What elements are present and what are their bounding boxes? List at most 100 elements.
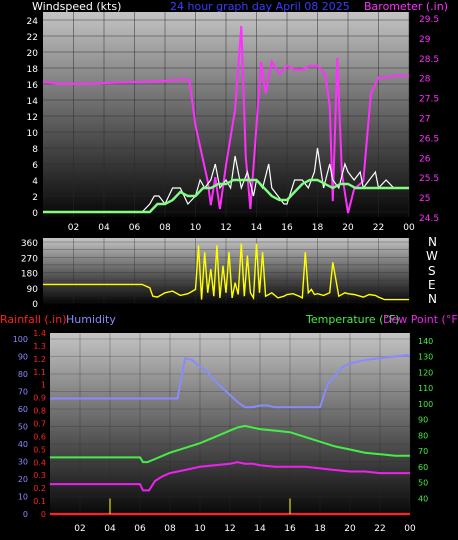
humidity-tick-label: 70 — [18, 388, 28, 397]
humidity-axis-label: Humidity — [66, 313, 116, 326]
direction-tick-label: 360 — [21, 239, 38, 249]
x-tick-label: 22 — [374, 524, 385, 534]
wind-direction-axis-ticks: 0 90 180 270 360 — [21, 239, 38, 310]
temperature-tick-label: 40 — [418, 494, 428, 503]
rainfall-tick-label: 0.1 — [33, 497, 46, 506]
compass-labels: N W S E N — [426, 235, 438, 306]
barometer-tick-label: 29 — [419, 35, 431, 45]
barometer-tick-label: 27 — [419, 115, 430, 125]
wind-baro-series — [42, 25, 409, 214]
temp-hum-rain-panel: 0 0.1 0.2 0.3 0.4 0.5 0.6 0.7 0.8 0.9 1 1.1 1.2 1.3 1.… — [0, 313, 458, 534]
rainfall-tick-label: 0.4 — [33, 458, 46, 467]
compass-label-s: S — [428, 264, 436, 278]
temperature-tick-label: 130 — [418, 353, 433, 362]
dewpoint-line — [50, 461, 410, 492]
temp-hum-rain-gridlines — [50, 333, 411, 515]
temperature-tick-label: 120 — [418, 368, 433, 377]
barometer-tick-label: 24.5 — [419, 214, 439, 224]
humidity-tick-label: 60 — [18, 405, 28, 414]
temperature-axis-ticks: 40 50 60 70 80 90 100 110 120 130 140 — [418, 337, 433, 503]
x-tick-label: 04 — [104, 524, 116, 534]
x-tick-label: 12 — [220, 223, 231, 233]
direction-tick-label: 90 — [27, 285, 39, 295]
humidity-tick-label: 30 — [18, 458, 28, 467]
barometer-tick-label: 29.5 — [419, 15, 439, 25]
humidity-tick-label: 50 — [18, 423, 28, 432]
barometer-line — [42, 25, 409, 214]
windspeed-tick-label: 18 — [27, 65, 39, 75]
x-tick-label: 12 — [224, 524, 235, 534]
barometer-tick-label: 28.5 — [419, 55, 439, 65]
rainfall-tick-label: 0.6 — [33, 432, 46, 441]
barometer-tick-label: 25 — [419, 194, 430, 204]
windspeed-tick-label: 4 — [32, 177, 38, 187]
temperature-tick-label: 50 — [418, 479, 428, 488]
x-tick-label: 14 — [251, 223, 263, 233]
x-tick-label: 10 — [194, 524, 206, 534]
compass-label-n-top: N — [428, 235, 437, 249]
x-tick-label: 10 — [190, 223, 202, 233]
wind-baro-x-axis-ticks: 02 04 06 08 10 12 14 16 18 20 22 00 — [68, 223, 415, 233]
compass-label-e: E — [428, 278, 436, 292]
barometer-tick-label: 26.5 — [419, 134, 439, 144]
rainfall-tick-label: 0.2 — [33, 484, 46, 493]
windspeed-tick-label: 8 — [32, 145, 38, 155]
humidity-line — [50, 353, 411, 409]
temperature-axis-label: Temperature (°F) — [305, 313, 400, 326]
humidity-tick-label: 40 — [18, 440, 28, 449]
windspeed-tick-label: 2 — [32, 193, 38, 203]
wind-direction-line — [43, 243, 409, 301]
temp-hum-rain-x-axis-ticks: 02 04 06 08 10 12 14 16 18 20 22 00 — [74, 524, 416, 534]
rainfall-tick-label: 1.1 — [33, 368, 46, 377]
x-tick-label: 04 — [98, 223, 110, 233]
rainfall-tick-label: 0 — [41, 510, 46, 519]
barometer-axis-label: Barometer (.in) — [364, 0, 448, 13]
x-tick-label: 22 — [373, 223, 384, 233]
x-tick-label: 06 — [134, 524, 146, 534]
barometer-tick-label: 25.5 — [419, 174, 439, 184]
windspeed-tick-label: 16 — [27, 81, 39, 91]
wind-direction-panel: 0 90 180 270 360 N W S E N — [21, 235, 438, 310]
rainfall-tick-label: 0.8 — [33, 407, 46, 416]
rainfall-tick-label: 0.7 — [33, 420, 46, 429]
temperature-tick-label: 80 — [418, 431, 428, 440]
temperature-line — [50, 424, 410, 464]
rainfall-tick-label: 1.3 — [33, 342, 46, 351]
windspeed-tick-label: 10 — [27, 129, 39, 139]
graph-subtitle: 24 hour graph day April 08 2025 — [170, 0, 350, 13]
temperature-tick-label: 140 — [418, 337, 433, 346]
rainfall-axis-label: Rainfall (.in) — [0, 313, 67, 326]
x-tick-label: 20 — [342, 223, 354, 233]
temperature-tick-label: 110 — [418, 384, 433, 393]
x-tick-label: 16 — [281, 223, 293, 233]
windspeed-tick-label: 20 — [27, 49, 39, 59]
temperature-tick-label: 100 — [418, 400, 433, 409]
barometer-tick-label: 28 — [419, 75, 431, 85]
rainfall-tick-label: 0.3 — [33, 471, 46, 480]
rainfall-tick-label: 1 — [41, 381, 46, 390]
x-tick-label: 20 — [344, 524, 356, 534]
x-tick-label: 02 — [68, 223, 79, 233]
barometer-tick-label: 27.5 — [419, 95, 439, 105]
temp-hum-rain-series — [50, 353, 411, 516]
x-tick-label: 06 — [129, 223, 141, 233]
direction-tick-label: 270 — [21, 254, 38, 264]
rainfall-tick-label: 0.9 — [33, 394, 46, 403]
temperature-tick-label: 60 — [418, 463, 428, 472]
humidity-tick-label: 10 — [18, 493, 28, 502]
x-tick-label: 00 — [404, 524, 416, 534]
x-tick-label: 08 — [159, 223, 171, 233]
windspeed-tick-label: 12 — [27, 113, 38, 123]
x-tick-label: 14 — [254, 524, 266, 534]
wind-direction-series — [43, 243, 409, 301]
compass-label-n-bottom: N — [428, 292, 437, 306]
direction-tick-label: 0 — [32, 300, 38, 310]
windspeed-tick-label: 6 — [32, 161, 38, 171]
humidity-tick-label: 90 — [18, 353, 28, 362]
x-tick-label: 08 — [164, 524, 176, 534]
windspeed-tick-label: 24 — [27, 17, 39, 27]
temperature-tick-label: 90 — [418, 416, 428, 425]
